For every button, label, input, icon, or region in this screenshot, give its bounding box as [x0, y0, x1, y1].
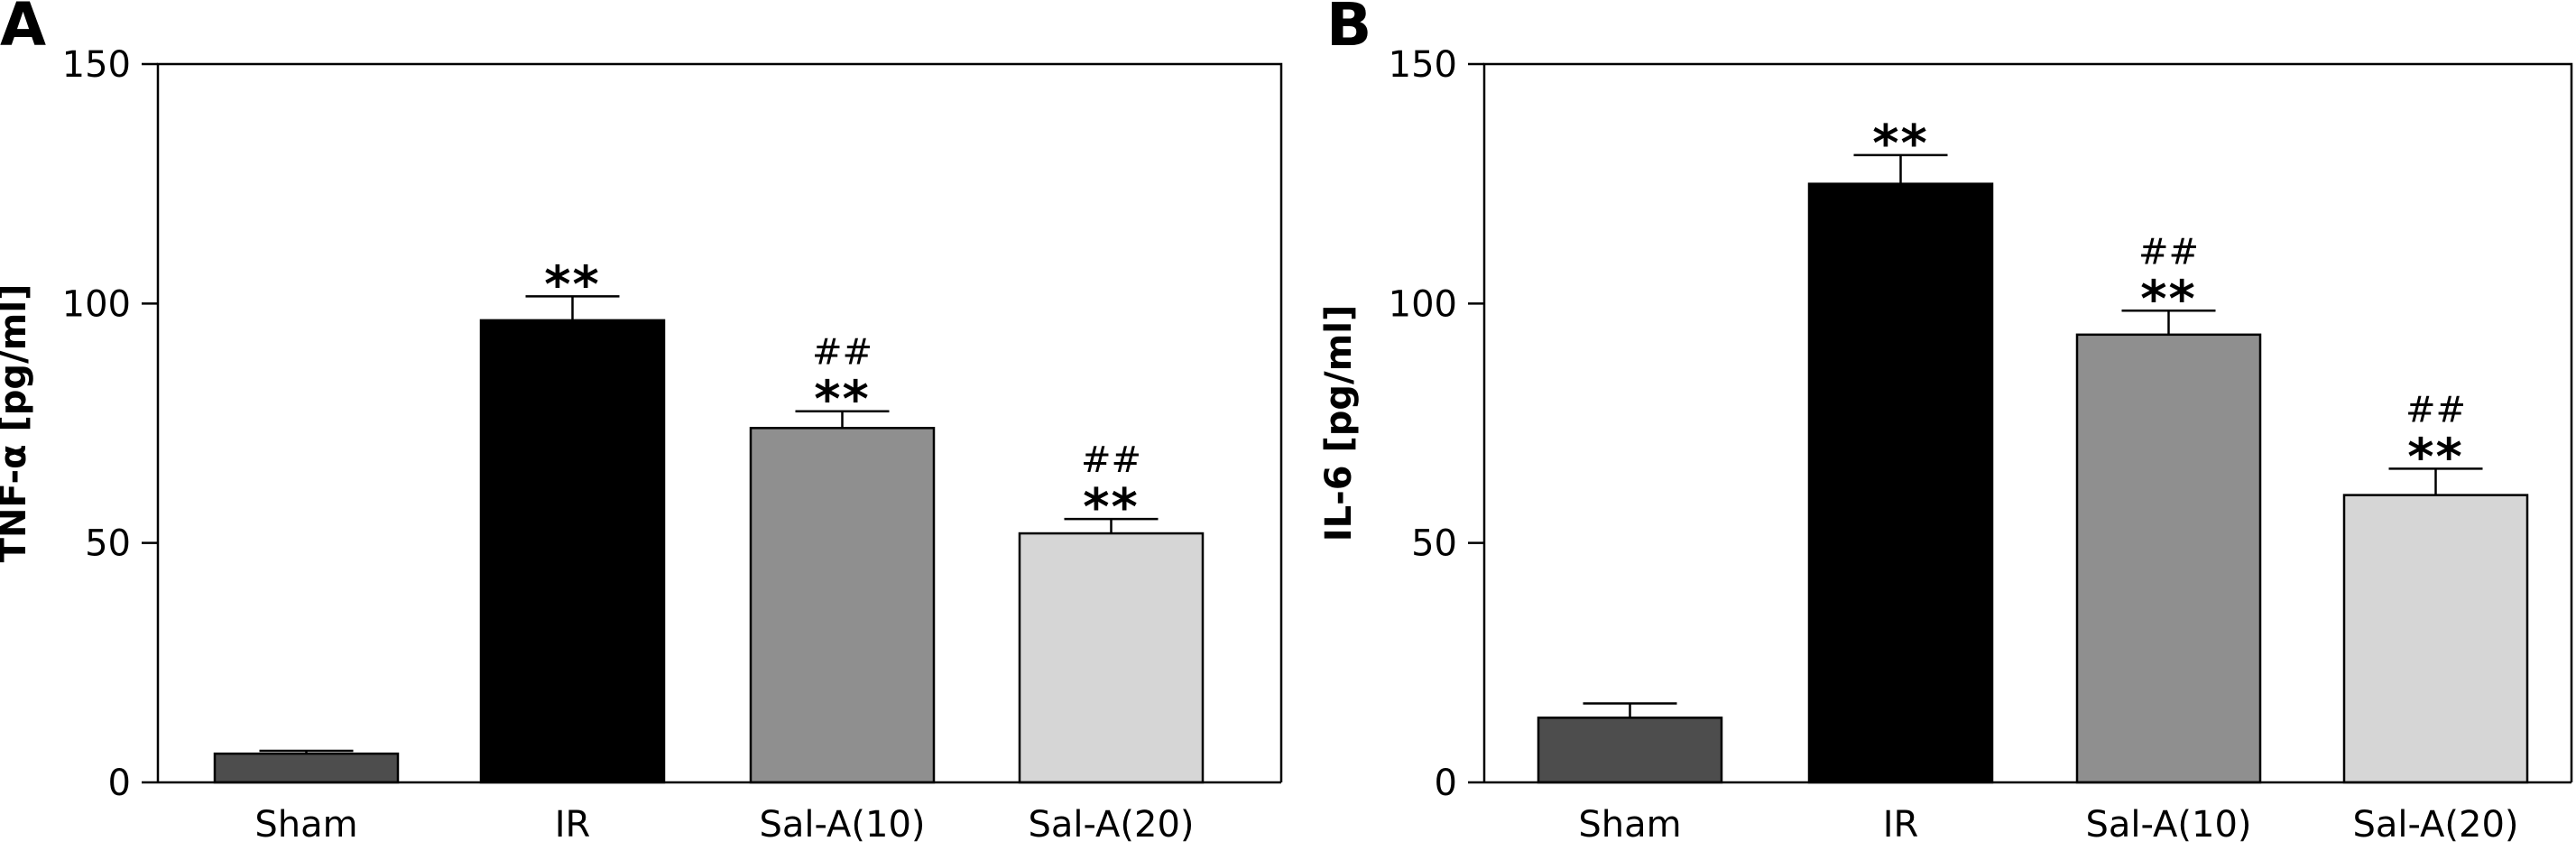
significance-stars: ** — [814, 371, 871, 430]
significance-stars: ** — [1872, 115, 1929, 173]
significance-hashes: ## — [2405, 389, 2466, 430]
significance-hashes: ## — [2138, 231, 2199, 273]
significance-stars: ** — [544, 255, 601, 314]
plot-frame — [156, 62, 1283, 782]
significance-stars: ** — [2407, 428, 2464, 486]
significance-stars: ** — [1083, 478, 1140, 537]
significance-hashes: ## — [1081, 439, 1141, 481]
x-tick-label: IR — [1883, 804, 1919, 846]
significance-stars: ** — [2140, 270, 2197, 328]
x-tick-label: Sal-A(20) — [2352, 804, 2518, 846]
bar — [479, 319, 666, 784]
bar — [1807, 182, 1994, 784]
y-tick-label: 100 — [62, 283, 131, 325]
bar — [2342, 494, 2529, 784]
y-tick-label: 0 — [108, 763, 131, 804]
bar — [1537, 717, 1723, 784]
y-tick-label: 150 — [62, 44, 131, 86]
panel-label: B — [1326, 0, 1371, 60]
bar — [1018, 532, 1205, 784]
y-tick-label: 150 — [1389, 44, 1457, 86]
plot-frame — [1482, 62, 2573, 782]
y-tick-label: 50 — [85, 523, 131, 565]
bar — [2075, 333, 2262, 784]
x-tick-label: Sham — [254, 804, 357, 846]
x-tick-label: Sal-A(10) — [2085, 804, 2251, 846]
x-tick-label: IR — [555, 804, 591, 846]
x-tick-label: Sal-A(20) — [1028, 804, 1194, 846]
y-tick-label: 100 — [1389, 283, 1457, 325]
panel-label: A — [0, 0, 46, 60]
y-axis-label: IL-6 [pg/ml] — [1318, 305, 1360, 542]
y-axis-label: TNF-α [pg/ml] — [0, 284, 34, 563]
x-tick-label: Sal-A(10) — [759, 804, 925, 846]
bar — [749, 427, 936, 784]
bar — [213, 752, 400, 784]
significance-hashes: ## — [812, 332, 873, 374]
y-tick-label: 0 — [1435, 763, 1457, 804]
y-tick-label: 50 — [1411, 523, 1457, 565]
x-tick-label: Sham — [1578, 804, 1681, 846]
